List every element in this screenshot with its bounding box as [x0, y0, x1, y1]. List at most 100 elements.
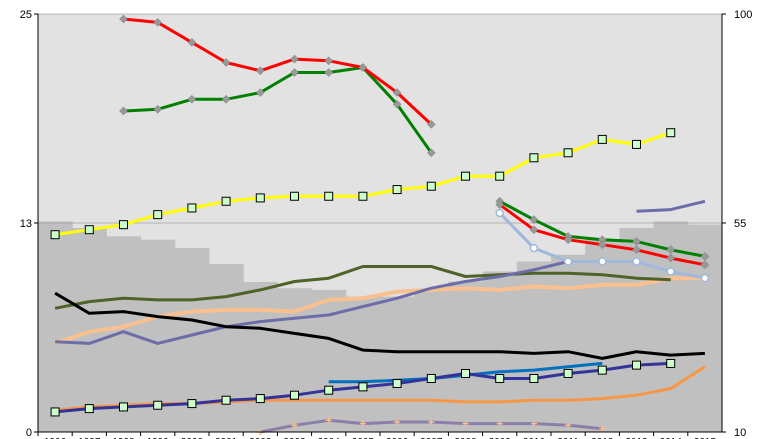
marker [255, 66, 265, 76]
x-tick-label: 2000 [181, 437, 204, 439]
marker [119, 106, 128, 116]
marker [597, 134, 607, 144]
marker [221, 94, 231, 104]
marker [119, 220, 128, 230]
y-tick-label: 25 [20, 9, 32, 21]
marker [632, 237, 641, 246]
marker [529, 373, 539, 383]
marker [392, 379, 402, 389]
bar [585, 239, 620, 432]
marker [666, 358, 676, 368]
line [54, 265, 671, 310]
marker [324, 68, 334, 77]
line [55, 199, 706, 345]
x-tick-label: 2014 [660, 437, 683, 439]
bar [516, 261, 552, 432]
bar [414, 289, 449, 432]
marker [50, 230, 60, 240]
marker [324, 56, 334, 66]
marker [187, 38, 197, 47]
bar [243, 282, 278, 432]
x-tick-label: 2008 [454, 437, 477, 439]
marker [563, 257, 573, 266]
x-tick-label: 2015 [694, 437, 717, 439]
marker [325, 417, 332, 424]
marker [462, 420, 469, 427]
marker [324, 191, 334, 201]
x-tick-label: 2005 [352, 437, 375, 439]
marker [358, 63, 368, 72]
bar [209, 263, 244, 432]
marker [359, 420, 366, 427]
marker [700, 273, 710, 283]
x-tick-label: 2013 [625, 437, 648, 439]
marker [153, 210, 163, 220]
marker [632, 245, 641, 255]
y-tick-label: 0 [26, 427, 32, 439]
marker [563, 148, 573, 158]
marker [255, 88, 265, 97]
marker [290, 68, 299, 77]
marker [426, 181, 436, 191]
x-tick-label: 2004 [318, 437, 341, 439]
y-tick-label: 13 [20, 218, 32, 230]
marker [700, 260, 710, 270]
marker [290, 191, 299, 201]
marker [50, 407, 60, 417]
marker [666, 128, 676, 138]
x-tick-label: 2006 [386, 437, 409, 439]
marker [529, 225, 539, 235]
y2-tick-label: 100 [734, 9, 752, 21]
marker [392, 99, 402, 109]
marker [290, 390, 299, 400]
marker [632, 360, 641, 370]
bar [380, 296, 415, 432]
x-tick-label: 2011 [557, 437, 579, 439]
x-tick-label: 2012 [591, 437, 614, 439]
marker [666, 245, 676, 255]
marker [324, 385, 334, 395]
marker [84, 404, 94, 414]
marker [255, 394, 265, 404]
marker [392, 88, 402, 97]
marker [700, 252, 710, 261]
marker [290, 54, 299, 64]
marker [392, 185, 402, 195]
marker [119, 14, 128, 24]
marker [255, 193, 265, 203]
marker [495, 171, 505, 181]
marker [426, 119, 436, 129]
marker [529, 243, 539, 253]
marker [221, 58, 231, 67]
marker [563, 368, 573, 378]
marker [529, 215, 539, 225]
marker [221, 196, 231, 206]
marker [599, 425, 606, 432]
marker [495, 200, 505, 209]
marker [565, 422, 572, 429]
marker [495, 373, 505, 383]
marker [461, 368, 470, 378]
marker [598, 257, 607, 266]
bar [345, 296, 381, 432]
marker [597, 240, 607, 250]
x-tick-label: 1996 [44, 437, 67, 439]
marker [632, 257, 641, 266]
marker [153, 18, 163, 27]
x-tick-label: 1998 [112, 437, 135, 439]
x-tick-label: 2002 [249, 437, 272, 439]
marker [84, 225, 94, 235]
marker [426, 148, 436, 158]
bar [38, 221, 73, 432]
marker [461, 171, 470, 181]
marker [496, 420, 503, 427]
x-tick-label: 1997 [78, 437, 101, 439]
x-tick-label: 2003 [283, 437, 306, 439]
marker [495, 208, 504, 218]
x-tick-label: 2009 [489, 437, 512, 439]
marker [597, 365, 607, 375]
y2-tick-label: 55 [734, 218, 746, 230]
bar [448, 281, 484, 432]
marker [666, 267, 675, 276]
